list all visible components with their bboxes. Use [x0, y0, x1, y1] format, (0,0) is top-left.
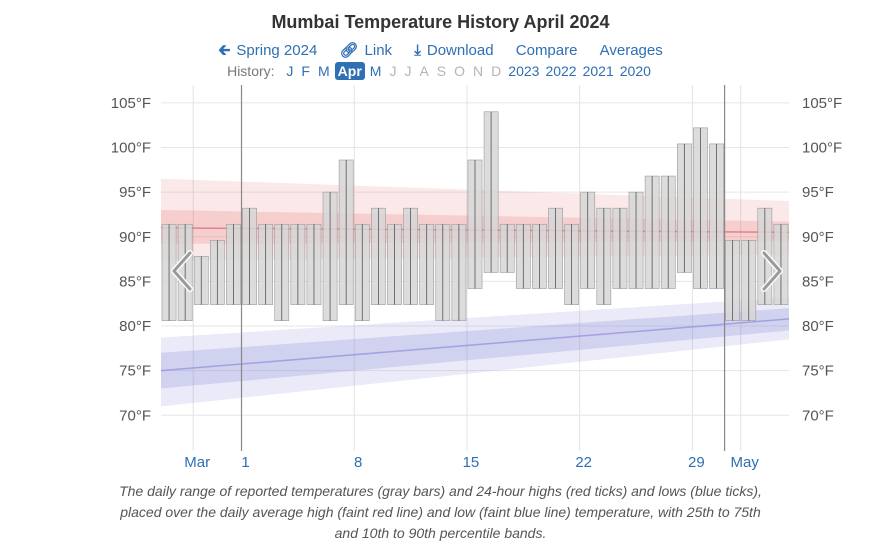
history-year-2022[interactable]: 2022 — [545, 63, 577, 79]
download-button[interactable]: ⤓ Download — [414, 42, 493, 59]
history-month-0[interactable]: J — [286, 63, 294, 79]
back-season-link[interactable]: 🡰 Spring 2024 — [218, 40, 317, 65]
y-tick-right-70: 70°F — [802, 407, 834, 424]
y-tick-right-75: 75°F — [802, 363, 834, 380]
x-tick-4[interactable]: 22 — [575, 454, 592, 471]
prev-month-chevron-icon[interactable] — [172, 251, 192, 291]
history-label: History: — [227, 63, 275, 79]
temperature-chart: 70°F 70°F 75°F 75°F 80°F 80°F 85°F 85°F 90°F 90°F… — [111, 85, 842, 471]
nav-bar: 🡰 Spring 2024 🔗︎ Link ⤓ Download Compare Av… — [0, 40, 881, 65]
averages-link[interactable]: Averages — [599, 42, 663, 59]
history-month-8: S — [436, 63, 447, 79]
history-month-10: N — [473, 63, 484, 79]
history-month-2[interactable]: M — [317, 63, 330, 79]
history-year-2023[interactable]: 2023 — [508, 63, 540, 79]
history-month-3[interactable]: Apr — [334, 62, 365, 80]
y-tick-right-105: 105°F — [802, 95, 842, 112]
download-icon: ⤓ — [414, 42, 421, 59]
history-bar: History: J F M Apr M J J A S O N D 2023 2022 2021 2020 — [0, 62, 881, 80]
history-year-2020[interactable]: 2020 — [619, 63, 651, 79]
x-tick-0[interactable]: Mar — [184, 454, 210, 471]
y-tick-left-90: 90°F — [119, 229, 151, 246]
page-title: Mumbai Temperature History April 2024 — [271, 12, 610, 32]
avg-low-line — [160, 318, 790, 372]
low-p10-p90-band — [161, 297, 789, 407]
y-tick-left-100: 100°F — [111, 139, 151, 156]
y-tick-right-80: 80°F — [802, 318, 834, 335]
history-month-9: O — [454, 63, 466, 79]
arrow-left-icon: 🡰 — [218, 42, 231, 59]
y-tick-left-80: 80°F — [119, 318, 151, 335]
history-month-7: A — [419, 63, 429, 79]
y-tick-right-95: 95°F — [802, 184, 834, 201]
x-tick-5[interactable]: 29 — [688, 454, 705, 471]
compare-link[interactable]: Compare — [515, 42, 578, 59]
history-month-6: J — [404, 63, 412, 79]
y-tick-right-100: 100°F — [802, 139, 842, 156]
x-tick-3[interactable]: 15 — [463, 454, 480, 471]
history-month-4[interactable]: M — [369, 63, 382, 79]
x-tick-2[interactable]: 8 — [354, 454, 362, 471]
x-tick-1[interactable]: 1 — [241, 454, 249, 471]
back-season-label: Spring 2024 — [236, 42, 318, 59]
y-tick-left-70: 70°F — [119, 407, 151, 424]
history-month-1[interactable]: F — [301, 63, 310, 79]
link-icon: 🔗︎ — [339, 42, 359, 59]
link-button[interactable]: 🔗︎ Link — [339, 41, 392, 59]
y-tick-left-95: 95°F — [119, 184, 151, 201]
x-tick-6[interactable]: May — [731, 454, 760, 471]
history-year-2021[interactable]: 2021 — [582, 63, 614, 79]
next-month-chevron-icon[interactable] — [762, 251, 782, 291]
y-tick-left-75: 75°F — [119, 363, 151, 380]
y-tick-right-85: 85°F — [802, 273, 834, 290]
y-tick-left-105: 105°F — [111, 95, 151, 112]
download-label: Download — [426, 42, 494, 59]
y-tick-left-85: 85°F — [119, 273, 151, 290]
history-month-5: J — [389, 63, 397, 79]
history-month-11: D — [491, 63, 502, 79]
chart-caption: The daily range of reported temperatures… — [119, 483, 762, 541]
y-tick-right-90: 90°F — [802, 229, 834, 246]
low-p25-p75-band — [161, 308, 789, 389]
link-label: Link — [364, 42, 393, 59]
